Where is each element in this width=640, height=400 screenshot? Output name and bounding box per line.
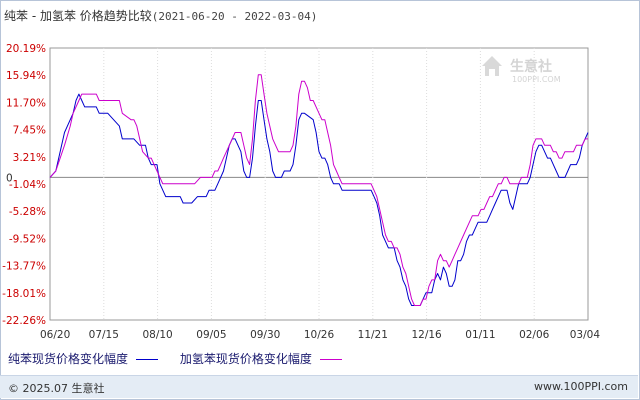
y-tick-label: 7.45% xyxy=(13,125,46,137)
y-tick-label: 3.21% xyxy=(13,152,46,164)
x-tick-label: 09/05 xyxy=(196,329,226,341)
footer-site-link[interactable]: www.100PPI.com xyxy=(534,380,628,393)
watermark-url: 100PPI.COM xyxy=(512,75,561,84)
x-tick-label: 07/15 xyxy=(89,329,119,341)
legend-swatch-series2 xyxy=(319,359,342,360)
y-tick-label: -22.26% xyxy=(2,315,46,327)
x-tick-label: 06/20 xyxy=(40,329,70,341)
y-tick-label: -9.52% xyxy=(9,233,46,245)
y-tick-label: 15.94% xyxy=(6,70,46,82)
y-tick-label: 11.70% xyxy=(6,97,46,109)
footer-copyright: © 2025.07 生意社 xyxy=(8,382,105,395)
x-tick-label: 09/30 xyxy=(250,329,280,341)
y-axis: 20.19% 15.94% 11.70% 7.45% 3.21% -1.04% -5.28%… xyxy=(2,43,46,327)
price-trend-chart: 生意社 100PPI.COM 20.19% 15.94% 11.70% 7.45% 3.… xyxy=(2,43,600,341)
chart-title-text: 纯苯 - 加氢苯 价格趋势比较 xyxy=(4,9,152,23)
footer-bar: © 2025.07 生意社 www.100PPI.com xyxy=(0,375,638,398)
legend-item-series2: 加氢苯现货价格变化幅度 xyxy=(180,350,342,367)
chart-legend: 纯苯现货价格变化幅度 加氢苯现货价格变化幅度 xyxy=(8,350,360,367)
x-tick-label: 02/06 xyxy=(519,329,550,341)
chart-grid xyxy=(49,47,589,321)
y-tick-label: -1.04% xyxy=(9,179,46,191)
chart-date-range: (2021-06-20 - 2022-03-04) xyxy=(151,10,318,23)
x-tick-label: 01/11 xyxy=(465,329,495,341)
chart-series xyxy=(49,74,589,306)
x-axis: 06/20 07/15 08/10 09/05 09/30 10/26 11/21 12/16… xyxy=(40,329,600,341)
watermark-brand: 生意社 xyxy=(510,58,552,75)
x-tick-label: 12/16 xyxy=(411,329,442,341)
x-tick-label: 08/10 xyxy=(142,329,172,341)
series-line-2 xyxy=(49,74,588,306)
watermark-logo: 生意社 100PPI.COM xyxy=(482,56,561,84)
y-tick-label: 20.19% xyxy=(6,43,46,55)
legend-label-series1: 纯苯现货价格变化幅度 xyxy=(8,352,129,366)
x-tick-label: 11/21 xyxy=(358,329,388,341)
legend-label-series2: 加氢苯现货价格变化幅度 xyxy=(179,352,312,366)
y-tick-label: -5.28% xyxy=(9,206,46,218)
chart-title: 纯苯 - 加氢苯 价格趋势比较(2021-06-20 - 2022-03-04) xyxy=(4,7,317,24)
x-tick-label: 03/04 xyxy=(570,329,601,341)
legend-item-series1: 纯苯现货价格变化幅度 xyxy=(8,350,159,367)
x-tick-label: 10/26 xyxy=(304,329,335,341)
y-tick-label: -18.01% xyxy=(2,288,46,300)
zero-label: 0 xyxy=(6,172,13,184)
y-tick-label: -13.77% xyxy=(2,261,46,273)
legend-swatch-series1 xyxy=(136,359,159,360)
